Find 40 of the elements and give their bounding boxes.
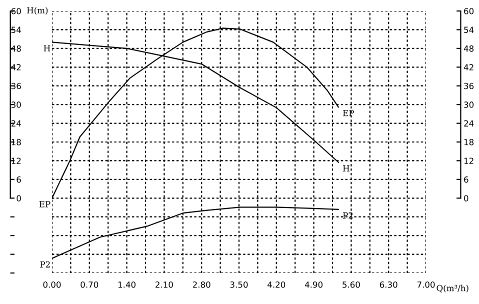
x-tick-label: 2.10 (156, 281, 173, 288)
x-tick-label: 1.40 (118, 281, 136, 288)
y2-tick-label: 54 (464, 26, 474, 33)
text: H (343, 165, 350, 172)
x-tick-label: 2.80 (192, 281, 210, 288)
y2-tick-label: 48 (464, 45, 474, 52)
y2-tick-label: 6 (464, 176, 468, 183)
x-axis-title: Q(m³/h) (436, 284, 468, 292)
text: EP (343, 110, 354, 116)
y-tick-label: 18 (12, 138, 21, 146)
series-label: H (44, 45, 50, 52)
y2-tick-label: 24 (464, 120, 474, 126)
x-tick-label: 0.00 (43, 281, 61, 288)
x-tick-label: 5.60 (342, 281, 360, 288)
y-tick-label: 54 (11, 26, 21, 33)
y2-tick-label: 18 (464, 138, 474, 146)
y2-tick-label: 42 (464, 64, 474, 70)
x-tick-label: 3.50 (230, 281, 248, 288)
y-tick-label: 12 (12, 158, 21, 164)
x-tick-label: 0.70 (80, 281, 98, 288)
y-tick-label: 24 (11, 120, 21, 126)
y2-tick-label: 60 (464, 8, 474, 14)
x-tick-label: 7.00 (417, 281, 435, 288)
y-tick-label: 42 (11, 64, 21, 70)
x-tick-label: 6.30 (380, 281, 398, 288)
y2-tick-label: 0 (464, 195, 468, 202)
y-tick-label: 30 (11, 102, 21, 108)
series-label: P2 (40, 261, 50, 268)
y-tick-label: 0 (16, 195, 21, 202)
y2-tick-label: 30 (464, 102, 474, 108)
series-label: EP (39, 201, 50, 208)
y-axis-title: H(m) (27, 6, 48, 15)
text: P2 (343, 212, 353, 218)
x-tick-label: 4.20 (268, 281, 286, 288)
y-tick-label: 6 (16, 176, 21, 183)
y2-tick-label: 36 (464, 82, 474, 90)
y-tick-label: 48 (11, 45, 21, 52)
y-tick-label: 36 (11, 82, 21, 90)
x-tick-label: 4.90 (304, 281, 323, 288)
y2-tick-label: 12 (464, 158, 474, 164)
